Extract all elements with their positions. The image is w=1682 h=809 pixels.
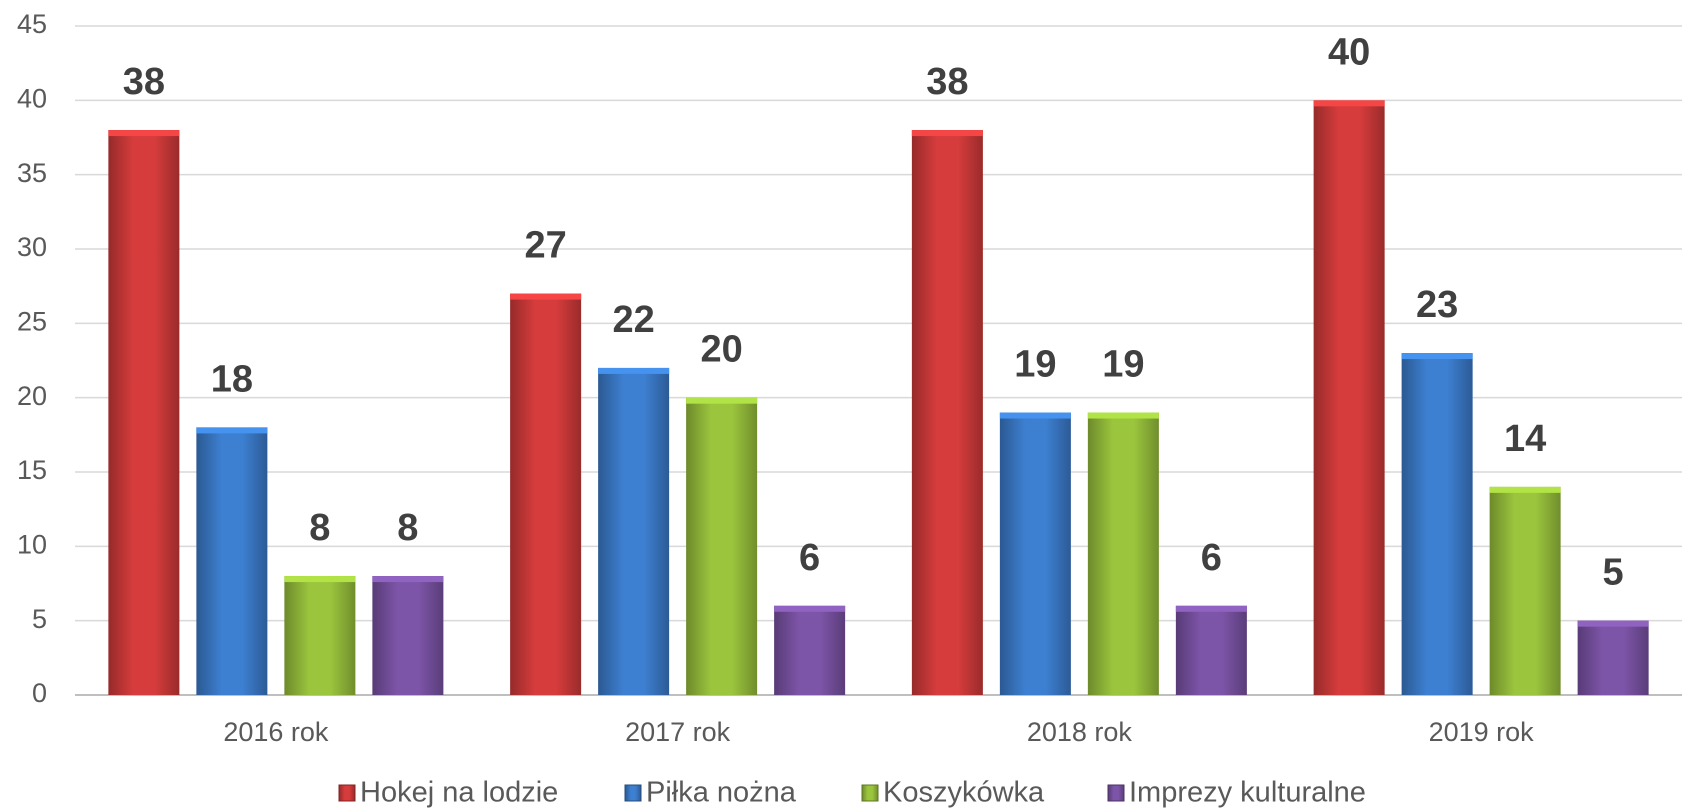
bar xyxy=(1489,486,1561,695)
y-tick-label: 25 xyxy=(17,306,47,336)
bar xyxy=(1087,412,1159,695)
bar xyxy=(510,293,582,695)
bar-cap xyxy=(1401,353,1473,360)
x-tick-label: 2018 rok xyxy=(1027,717,1133,747)
value-label: 6 xyxy=(799,537,820,579)
bar-cap xyxy=(510,293,582,300)
legend-swatch xyxy=(861,784,879,802)
y-tick-label: 20 xyxy=(17,381,47,411)
bar xyxy=(108,130,180,696)
bar xyxy=(1577,620,1649,695)
value-label: 38 xyxy=(926,61,968,103)
legend-swatch xyxy=(624,784,642,802)
y-tick-label: 0 xyxy=(32,678,47,708)
bar-cap xyxy=(999,412,1071,419)
legend-label: Imprezy kulturalne xyxy=(1129,777,1366,809)
bar-cap xyxy=(108,130,180,137)
x-tick-label: 2016 rok xyxy=(223,717,329,747)
bar-cap xyxy=(1087,412,1159,419)
y-tick-label: 5 xyxy=(32,604,47,634)
bar-cap xyxy=(1175,605,1247,612)
bar xyxy=(196,427,268,695)
value-label: 14 xyxy=(1504,418,1546,460)
legend-swatch xyxy=(1107,784,1125,802)
y-tick-label: 40 xyxy=(17,83,47,113)
bar-cap xyxy=(372,576,444,583)
legend-swatch xyxy=(338,784,356,802)
bar xyxy=(598,367,670,695)
bar xyxy=(911,130,983,696)
y-tick-label: 45 xyxy=(17,9,47,39)
legend-label: Hokej na lodzie xyxy=(360,777,558,809)
value-label: 40 xyxy=(1328,31,1370,73)
bar xyxy=(1175,605,1247,695)
bar-cap xyxy=(1489,486,1561,493)
value-label: 27 xyxy=(524,225,566,267)
value-label: 18 xyxy=(211,358,253,400)
bar xyxy=(1401,353,1473,695)
bar xyxy=(284,576,356,695)
value-label: 6 xyxy=(1201,537,1222,579)
y-tick-label: 30 xyxy=(17,232,47,262)
value-label: 22 xyxy=(612,299,654,341)
legend-label: Koszykówka xyxy=(883,777,1045,809)
y-tick-label: 15 xyxy=(17,455,47,485)
bar-cap xyxy=(1577,620,1649,627)
bar-cap xyxy=(911,130,983,137)
bar xyxy=(1313,100,1385,696)
value-label: 8 xyxy=(309,507,330,549)
y-tick-label: 10 xyxy=(17,529,47,559)
value-label: 19 xyxy=(1014,344,1056,386)
value-label: 23 xyxy=(1416,284,1458,326)
value-label: 8 xyxy=(397,507,418,549)
bar-cap xyxy=(774,605,846,612)
value-label: 38 xyxy=(123,61,165,103)
x-tick-label: 2017 rok xyxy=(625,717,731,747)
bar-cap xyxy=(284,576,356,583)
y-tick-label: 35 xyxy=(17,158,47,188)
legend-label: Piłka nożna xyxy=(646,777,797,809)
bar xyxy=(774,605,846,695)
value-label: 5 xyxy=(1603,552,1624,594)
x-tick-label: 2019 rok xyxy=(1429,717,1535,747)
bar xyxy=(372,576,444,695)
bar xyxy=(999,412,1071,695)
bar-cap xyxy=(196,427,268,434)
bar-cap xyxy=(1313,100,1385,107)
value-label: 19 xyxy=(1102,344,1144,386)
bar-cap xyxy=(686,397,758,404)
bar-cap xyxy=(598,367,670,374)
bar xyxy=(686,397,758,695)
value-label: 20 xyxy=(700,329,742,371)
